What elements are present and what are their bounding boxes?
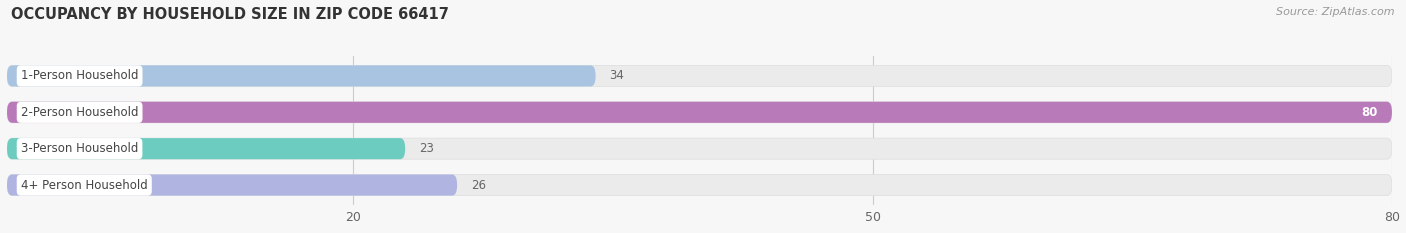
- FancyBboxPatch shape: [7, 102, 1392, 123]
- Text: 3-Person Household: 3-Person Household: [21, 142, 138, 155]
- Text: 23: 23: [419, 142, 434, 155]
- FancyBboxPatch shape: [7, 65, 1392, 86]
- Text: 4+ Person Household: 4+ Person Household: [21, 178, 148, 192]
- FancyBboxPatch shape: [7, 138, 405, 159]
- Text: 2-Person Household: 2-Person Household: [21, 106, 138, 119]
- Text: Source: ZipAtlas.com: Source: ZipAtlas.com: [1277, 7, 1395, 17]
- Text: 34: 34: [609, 69, 624, 82]
- FancyBboxPatch shape: [7, 175, 1392, 195]
- Text: 26: 26: [471, 178, 486, 192]
- FancyBboxPatch shape: [7, 138, 1392, 159]
- FancyBboxPatch shape: [7, 102, 1392, 123]
- Text: 80: 80: [1362, 106, 1378, 119]
- FancyBboxPatch shape: [7, 65, 596, 86]
- Text: OCCUPANCY BY HOUSEHOLD SIZE IN ZIP CODE 66417: OCCUPANCY BY HOUSEHOLD SIZE IN ZIP CODE …: [11, 7, 449, 22]
- Text: 1-Person Household: 1-Person Household: [21, 69, 138, 82]
- FancyBboxPatch shape: [7, 175, 457, 195]
